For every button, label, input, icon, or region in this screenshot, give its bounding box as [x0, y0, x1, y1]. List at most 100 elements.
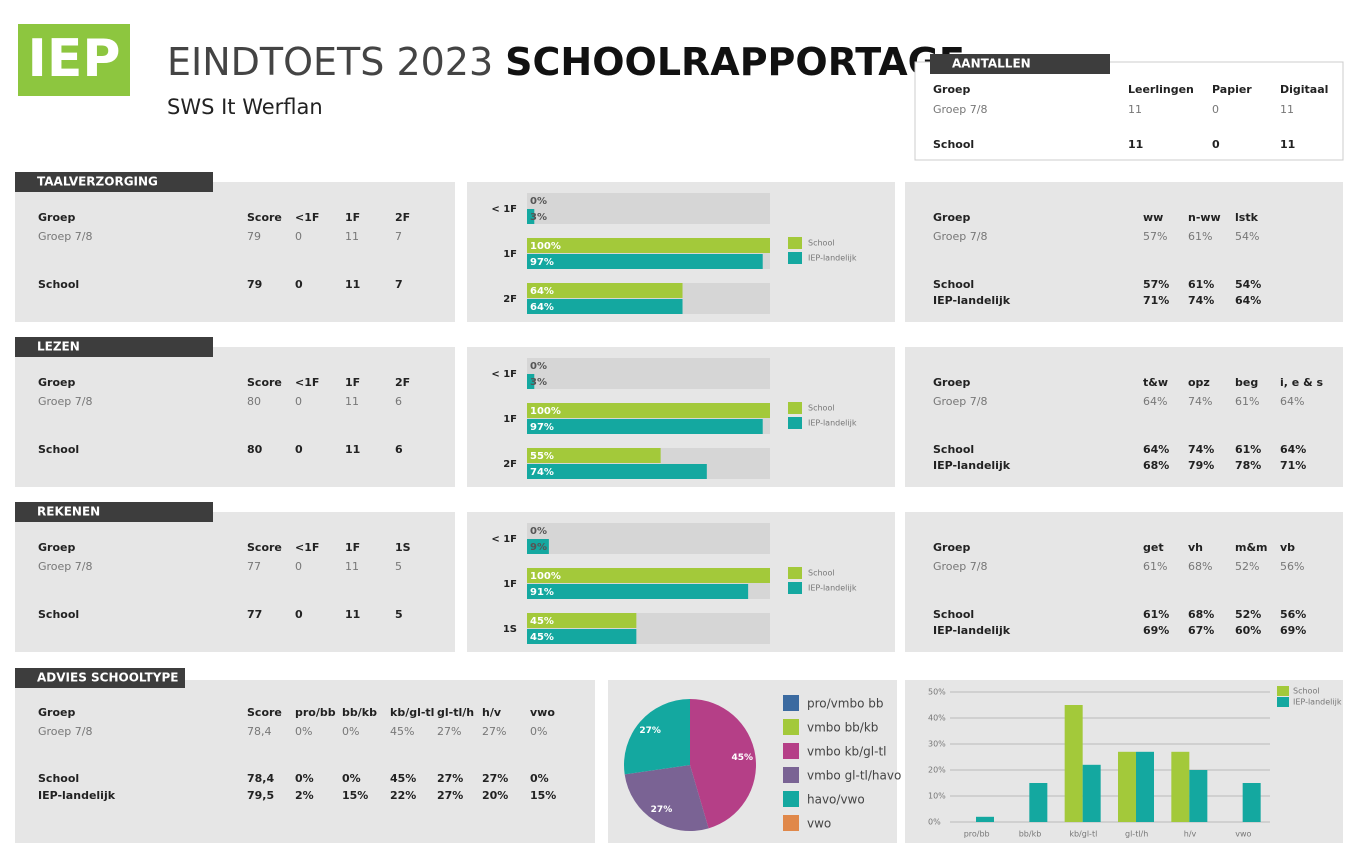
table-header: beg	[1235, 376, 1258, 389]
bar-value-label: 0%	[530, 526, 547, 537]
table-cell: 15%	[530, 789, 556, 802]
table-header: <1F	[295, 376, 319, 389]
table-cell: 2%	[295, 789, 314, 802]
legend-swatch	[783, 719, 799, 735]
table-header: <1F	[295, 211, 319, 224]
bar-value-label: 97%	[530, 422, 554, 433]
bar	[1118, 751, 1136, 822]
table-header: t&w	[1143, 376, 1168, 389]
table-cell: 0	[1212, 138, 1220, 151]
table-header: Groep	[38, 376, 75, 389]
bar-category: 1S	[503, 624, 517, 635]
panel	[15, 680, 595, 843]
table-cell: IEP-landelijk	[933, 294, 1011, 307]
table-cell: 79	[247, 230, 261, 243]
table-cell: 15%	[342, 789, 368, 802]
table-header: 1F	[345, 541, 360, 554]
bar-value-label: 97%	[530, 257, 554, 268]
table-cell: 0	[295, 608, 303, 621]
table-cell: 22%	[390, 789, 416, 802]
y-tick-label: 30%	[928, 740, 946, 749]
section-label-box	[15, 668, 185, 688]
pie-slice	[624, 765, 709, 831]
bar-category: 1F	[503, 414, 517, 425]
table-header: 1F	[345, 211, 360, 224]
pie-value-label: 27%	[639, 726, 661, 736]
table-cell: 11	[1280, 138, 1295, 151]
pie-slice	[690, 699, 757, 829]
table-cell: 27%	[437, 725, 461, 738]
y-tick-label: 0%	[928, 818, 941, 827]
table-header: Groep	[933, 211, 970, 224]
table-cell: 67%	[1188, 624, 1214, 637]
table-cell: 11	[345, 278, 360, 291]
table-cell: 71%	[1280, 459, 1306, 472]
table-cell: 54%	[1235, 278, 1261, 291]
table-cell: 80	[247, 395, 261, 408]
x-tick-label: kb/gl-tl	[1069, 830, 1097, 839]
table-header: i, e & s	[1280, 376, 1323, 389]
table-cell: 57%	[1143, 278, 1169, 291]
table-cell: Groep 7/8	[38, 560, 92, 573]
table-cell: 11	[345, 443, 360, 456]
bar	[527, 464, 707, 479]
table-cell: School	[38, 278, 79, 291]
table-cell: 79	[247, 278, 262, 291]
table-header: Papier	[1212, 83, 1252, 96]
table-cell: 0%	[530, 725, 547, 738]
table-header: Score	[247, 706, 282, 719]
table-cell: 64%	[1280, 395, 1304, 408]
table-cell: 11	[345, 560, 359, 573]
table-cell: Groep 7/8	[933, 560, 987, 573]
table-cell: IEP-landelijk	[933, 459, 1011, 472]
table-cell: 64%	[1235, 294, 1261, 307]
table-cell: 0	[295, 395, 302, 408]
legend-swatch	[788, 402, 802, 414]
section-label-box	[15, 172, 213, 192]
table-cell: 61%	[1235, 443, 1261, 456]
table-cell: 0%	[530, 772, 549, 785]
bar-value-label: 3%	[530, 212, 547, 223]
bar-track	[527, 358, 770, 389]
panel	[905, 182, 1343, 322]
panel	[15, 182, 455, 322]
table-header: pro/bb	[295, 706, 336, 719]
bar-value-label: 45%	[530, 616, 554, 627]
table-cell: 0%	[295, 725, 312, 738]
table-cell: Groep 7/8	[933, 395, 987, 408]
table-cell: 54%	[1235, 230, 1259, 243]
bar-category: < 1F	[491, 534, 517, 545]
table-cell: 0	[295, 230, 302, 243]
bar-value-label: 64%	[530, 286, 554, 297]
table-cell: IEP-landelijk	[933, 624, 1011, 637]
table-cell: 61%	[1188, 278, 1214, 291]
bar	[527, 629, 637, 644]
table-header: Digitaal	[1280, 83, 1328, 96]
legend-swatch	[1277, 686, 1289, 696]
table-cell: 68%	[1188, 560, 1212, 573]
table-cell: 78,4	[247, 772, 274, 785]
table-cell: 6	[395, 395, 402, 408]
table-cell: 7	[395, 230, 402, 243]
bar-track	[527, 193, 770, 224]
bar-category: 2F	[503, 459, 517, 470]
table-header: vh	[1188, 541, 1203, 554]
legend-swatch	[788, 417, 802, 429]
bar-value-label: 100%	[530, 406, 561, 417]
table-cell: 61%	[1143, 560, 1167, 573]
x-tick-label: bb/kb	[1019, 830, 1042, 839]
pie-value-label: 45%	[731, 753, 753, 763]
table-cell: 77	[247, 560, 261, 573]
table-cell: 0	[295, 560, 302, 573]
section-label-box	[930, 54, 1110, 74]
table-cell: 69%	[1280, 624, 1306, 637]
table-cell: 56%	[1280, 608, 1306, 621]
bar	[976, 816, 994, 822]
bar-value-label: 0%	[530, 196, 547, 207]
bar	[1189, 770, 1208, 822]
table-cell: 27%	[437, 772, 463, 785]
table-cell: 74%	[1188, 294, 1214, 307]
panel	[15, 512, 455, 652]
panel	[905, 347, 1343, 487]
